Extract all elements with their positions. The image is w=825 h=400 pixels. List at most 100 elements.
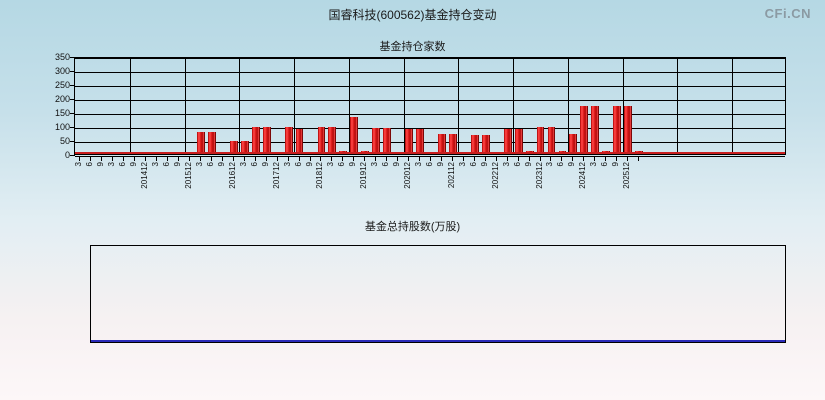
x-axis-tick xyxy=(112,156,113,161)
x-axis-tick-label: 202212 xyxy=(490,162,500,189)
x-axis-tick-label: 9 xyxy=(435,162,445,167)
x-axis-tick xyxy=(255,156,256,161)
y-axis-tick xyxy=(70,113,75,114)
x-axis-tick xyxy=(408,156,409,161)
x-axis-tick-label: 6 xyxy=(381,162,391,167)
x-axis-tick xyxy=(123,156,124,161)
x-axis-tick xyxy=(353,156,354,161)
gridline-h xyxy=(75,142,785,143)
x-axis-tick xyxy=(561,156,562,161)
x-axis-tick-label: 9 xyxy=(567,162,577,167)
chart-holders: 0 50 100 150 200 250 300 350 3 6 9 3 6 9 201412 3 6 9 201… xyxy=(55,52,786,189)
x-axis-tick-label: 3 xyxy=(414,162,424,167)
x-axis-tick-label: 202412 xyxy=(578,162,588,189)
gridline-v xyxy=(623,58,624,154)
x-axis-holders: 3 6 9 3 6 9 201412 3 6 9 201512 3 6 9 201612 3 6 9 201712 3… xyxy=(74,156,786,200)
x-axis-tick-label: 6 xyxy=(425,162,434,167)
bars-holders xyxy=(75,58,785,154)
x-axis-tick xyxy=(145,156,146,161)
chart-subtitle-shares: 基金总持股数(万股) xyxy=(364,221,461,233)
gridline-h xyxy=(75,86,785,87)
y-axis-tick xyxy=(70,57,75,58)
x-axis-tick xyxy=(244,156,245,161)
y-axis-tick xyxy=(70,155,75,156)
x-axis-tick xyxy=(430,156,431,161)
gridline-v xyxy=(568,58,569,154)
x-axis-tick-label: 6 xyxy=(205,162,215,167)
gridline-v xyxy=(294,58,295,154)
y-axis-tick xyxy=(70,85,75,86)
x-axis-tick-label: 6 xyxy=(293,162,303,167)
bar xyxy=(580,106,589,154)
x-axis-tick xyxy=(441,156,442,161)
x-axis-tick xyxy=(419,156,420,161)
x-axis-tick xyxy=(156,156,157,161)
x-axis-tick-label: 9 xyxy=(611,162,621,167)
gridline-v xyxy=(239,58,240,154)
x-axis-tick-label: 6 xyxy=(337,162,347,167)
x-axis-tick-label: 201812 xyxy=(315,162,325,189)
x-axis-tick xyxy=(583,156,584,161)
x-axis-tick xyxy=(331,156,332,161)
x-axis-tick xyxy=(550,156,551,161)
x-axis-tick-label: 3 xyxy=(151,162,161,167)
bar xyxy=(536,126,545,154)
x-axis-tick xyxy=(200,156,201,161)
bar xyxy=(207,132,216,154)
x-axis-tick xyxy=(211,156,212,161)
x-axis-tick xyxy=(386,156,387,161)
y-axis-shares xyxy=(28,245,86,343)
y-axis-tick-label: 350 xyxy=(54,52,70,62)
y-axis-tick xyxy=(70,99,75,100)
bar xyxy=(240,140,249,154)
bar xyxy=(591,106,600,154)
gridline-h xyxy=(75,72,785,73)
x-axis-tick-label: 201512 xyxy=(184,162,193,189)
x-axis-tick xyxy=(529,156,530,161)
chart-shares xyxy=(90,245,786,343)
bar xyxy=(547,126,556,154)
x-axis-tick xyxy=(518,156,519,161)
x-axis-tick xyxy=(605,156,606,161)
x-axis-tick-label: 3 xyxy=(194,162,204,167)
gridline-h xyxy=(75,128,785,129)
x-axis-tick-label: 202512 xyxy=(622,162,632,189)
x-axis-tick-label: 3 xyxy=(545,162,555,167)
x-axis-tick-label: 3 xyxy=(238,162,248,167)
baseline-holders xyxy=(75,152,785,154)
bar xyxy=(503,129,512,154)
y-axis-tick-label: 50 xyxy=(59,136,70,146)
x-axis-tick-label: 202112 xyxy=(446,162,456,189)
x-axis-tick-label: 201912 xyxy=(359,162,369,189)
bar xyxy=(372,127,381,154)
x-axis-tick xyxy=(222,156,223,161)
x-axis-tick-label: 6 xyxy=(85,162,95,167)
bar xyxy=(405,128,414,154)
x-axis-tick-label: 3 xyxy=(589,162,599,167)
x-axis-tick-label: 6 xyxy=(512,162,522,167)
x-axis-tick xyxy=(134,156,135,161)
bar xyxy=(448,134,457,154)
x-axis-tick-label: 202312 xyxy=(534,162,544,189)
watermark-logo: CFi.CN xyxy=(764,6,811,21)
x-axis-tick-label: 3 xyxy=(107,162,117,167)
y-axis-tick-label: 200 xyxy=(54,94,70,104)
bar xyxy=(481,134,490,154)
y-axis-tick xyxy=(70,127,75,128)
x-axis-tick-label: 201712 xyxy=(271,162,281,189)
x-axis-tick xyxy=(288,156,289,161)
x-axis-tick-label: 9 xyxy=(260,162,270,167)
gridline-v xyxy=(349,58,350,154)
x-axis-shares xyxy=(90,344,786,388)
x-axis-tick-label: 3 xyxy=(282,162,292,167)
x-axis-tick xyxy=(266,156,267,161)
gridline-h xyxy=(75,100,785,101)
x-axis-tick-label: 9 xyxy=(348,162,358,167)
x-axis-tick xyxy=(616,156,617,161)
x-axis-tick xyxy=(178,156,179,161)
x-axis-tick xyxy=(79,156,80,161)
gridline-v xyxy=(130,58,131,154)
x-axis-tick xyxy=(101,156,102,161)
x-axis-tick xyxy=(463,156,464,161)
